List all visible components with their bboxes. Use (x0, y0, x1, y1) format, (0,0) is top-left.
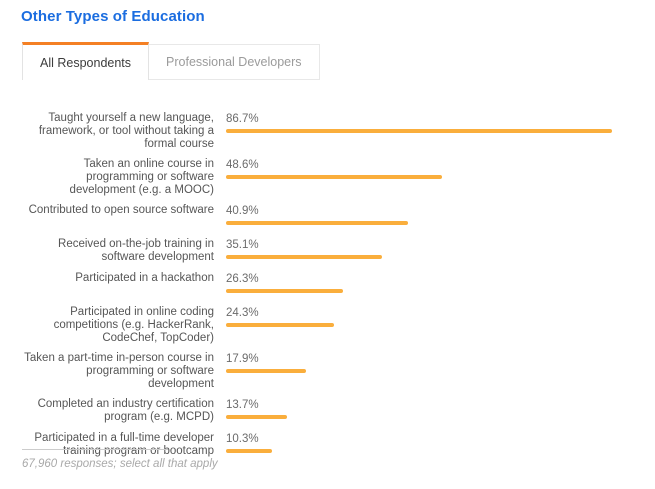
tab-all-respondents[interactable]: All Respondents (22, 42, 150, 80)
tab-professional-developers-label: Professional Developers (166, 55, 302, 69)
bar (226, 220, 408, 225)
value-label: 40.9% (226, 204, 259, 217)
chart-row: Participated in online coding competitio… (20, 306, 640, 345)
chart-row: Completed an industry certification prog… (20, 398, 640, 425)
bar-cell: 40.9% (226, 204, 640, 225)
footer-note: 67,960 responses; select all that apply (22, 458, 218, 470)
category-label: Participated in a full-time developer tr… (34, 432, 214, 457)
bar-cell: 26.3% (226, 272, 640, 293)
chart-row: Taught yourself a new language, framewor… (20, 112, 640, 151)
footer: 67,960 responses; select all that apply (22, 449, 422, 470)
bar (226, 448, 272, 453)
chart-row: Received on-the-job training in software… (20, 238, 640, 265)
category-label: Taken a part-time in-person course in pr… (24, 352, 214, 390)
tab-bar: All Respondents Professional Developers (22, 42, 320, 80)
page-title: Other Types of Education (21, 8, 205, 25)
bar-cell: 17.9% (226, 352, 640, 373)
bar (226, 414, 287, 419)
tab-professional-developers[interactable]: Professional Developers (149, 44, 320, 80)
tab-all-respondents-label: All Respondents (40, 55, 132, 70)
category-label: Received on-the-job training in software… (58, 238, 214, 263)
bar (226, 174, 442, 179)
bar-cell: 13.7% (226, 398, 640, 419)
category-label: Contributed to open source software (28, 204, 214, 216)
bar-cell: 10.3% (226, 432, 640, 453)
value-label: 48.6% (226, 158, 259, 171)
chart-row: Taken a part-time in-person course in pr… (20, 352, 640, 391)
chart-row: Contributed to open source software 40.9… (20, 204, 640, 231)
value-label: 35.1% (226, 238, 259, 251)
bar-chart: Taught yourself a new language, framewor… (20, 112, 640, 466)
value-label: 10.3% (226, 432, 259, 445)
bar (226, 368, 306, 373)
value-label: 24.3% (226, 306, 259, 319)
category-label: Completed an industry certification prog… (37, 398, 214, 423)
chart-row: Participated in a hackathon 26.3% (20, 272, 640, 299)
category-label: Taught yourself a new language, framewor… (38, 112, 214, 150)
value-label: 26.3% (226, 272, 259, 285)
category-label: Participated in a hackathon (75, 272, 214, 284)
bar-cell: 48.6% (226, 158, 640, 179)
footer-divider (22, 449, 168, 450)
category-label: Taken an online course in programming or… (69, 158, 214, 196)
category-label: Participated in online coding competitio… (53, 306, 214, 344)
bar-cell: 35.1% (226, 238, 640, 259)
value-label: 13.7% (226, 398, 259, 411)
bar (226, 254, 382, 259)
bar (226, 128, 612, 133)
chart-row: Participated in a full-time developer tr… (20, 432, 640, 459)
bar (226, 288, 343, 293)
bar-cell: 86.7% (226, 112, 640, 133)
chart-row: Taken an online course in programming or… (20, 158, 640, 197)
value-label: 86.7% (226, 112, 259, 125)
bar (226, 322, 334, 327)
bar-cell: 24.3% (226, 306, 640, 327)
value-label: 17.9% (226, 352, 259, 365)
